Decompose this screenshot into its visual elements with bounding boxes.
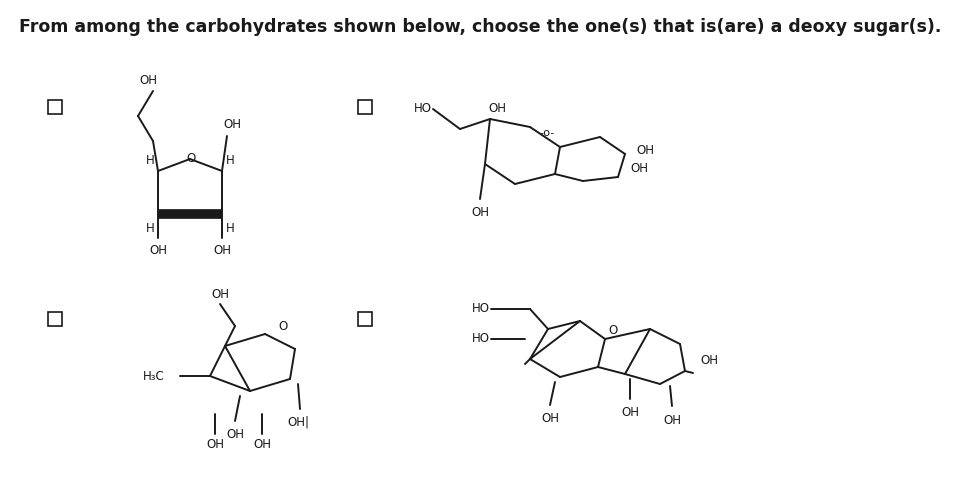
Text: OH: OH bbox=[700, 353, 718, 366]
Text: OH: OH bbox=[211, 288, 229, 301]
Text: OH: OH bbox=[541, 411, 559, 424]
Text: H: H bbox=[146, 153, 155, 166]
Bar bbox=[48, 101, 62, 115]
Text: OH: OH bbox=[139, 73, 157, 86]
Text: OH|: OH| bbox=[287, 415, 309, 427]
Bar bbox=[358, 101, 372, 115]
Text: HO: HO bbox=[472, 331, 490, 344]
Text: OH: OH bbox=[213, 243, 231, 256]
Text: OH: OH bbox=[621, 406, 639, 419]
Text: H: H bbox=[146, 222, 155, 235]
Text: -o-: -o- bbox=[539, 128, 554, 138]
Text: HO: HO bbox=[472, 301, 490, 314]
Text: O: O bbox=[608, 323, 618, 336]
Text: OH: OH bbox=[223, 118, 241, 131]
Text: H: H bbox=[226, 153, 234, 166]
Text: From among the carbohydrates shown below, choose the one(s) that is(are) a deoxy: From among the carbohydrates shown below… bbox=[19, 18, 942, 36]
Text: O: O bbox=[279, 320, 287, 333]
Text: OH: OH bbox=[253, 438, 271, 450]
Text: H₃C: H₃C bbox=[143, 370, 165, 383]
Text: OH: OH bbox=[471, 205, 489, 218]
Text: OH: OH bbox=[226, 427, 244, 440]
Bar bbox=[358, 312, 372, 326]
Text: OH: OH bbox=[636, 143, 654, 156]
Text: HO: HO bbox=[414, 102, 432, 114]
Text: O: O bbox=[186, 152, 196, 165]
Text: OH: OH bbox=[488, 102, 506, 114]
Text: OH: OH bbox=[663, 413, 681, 426]
Text: H: H bbox=[226, 222, 234, 235]
Text: OH: OH bbox=[149, 243, 167, 256]
Text: OH: OH bbox=[630, 161, 648, 174]
Text: OH: OH bbox=[206, 438, 224, 450]
Bar bbox=[48, 312, 62, 326]
